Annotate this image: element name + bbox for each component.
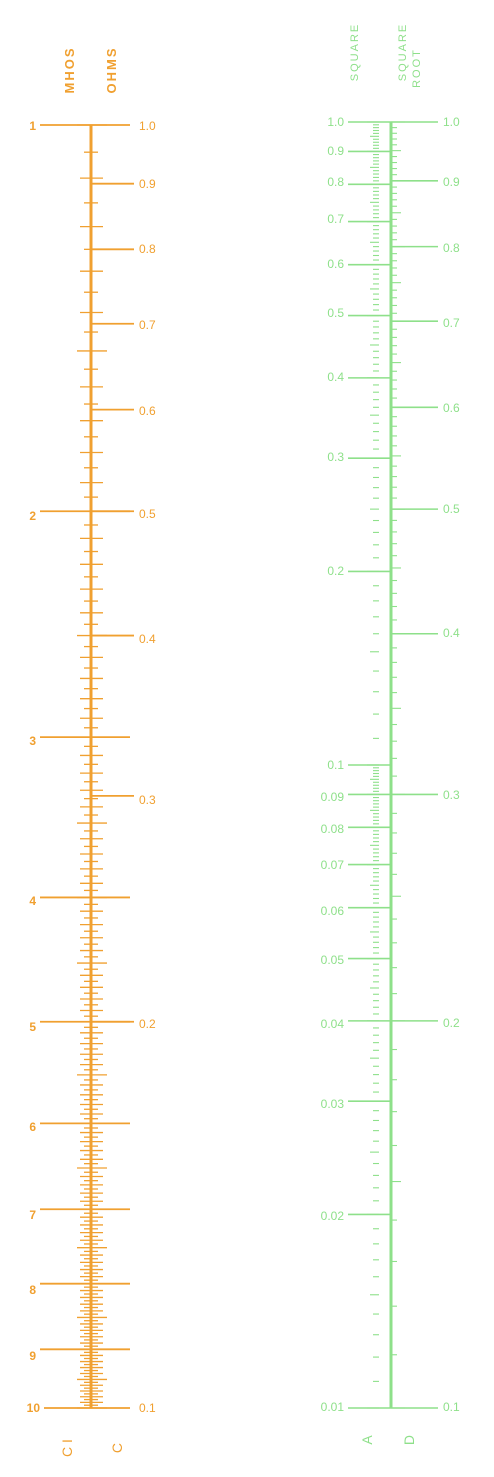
- a-label-0-1: 0.1: [327, 758, 344, 772]
- ci-label-1: 1: [29, 119, 36, 133]
- c-label-0-2: 0.2: [139, 1017, 156, 1031]
- c-label-0-6: 0.6: [139, 404, 156, 418]
- square-root-header-line1: SQUARE: [397, 23, 409, 81]
- d-label-0-5: 0.5: [443, 502, 460, 516]
- c-label-0-1: 0.1: [139, 1401, 156, 1415]
- a-label-0-09: 0.09: [321, 790, 345, 804]
- c-label-0-5: 0.5: [139, 507, 156, 521]
- ci-label-4: 4: [29, 894, 36, 908]
- c-label-1-0: 1.0: [139, 119, 156, 133]
- a-d-scale: SQUARE SQUARE ROOT 1.0 0.9 0.8 0.7 0.6 0…: [321, 23, 460, 1445]
- a-label-0-07: 0.07: [321, 858, 345, 872]
- a-label-0-9: 0.9: [327, 144, 344, 158]
- a-label-1-0: 1.0: [327, 115, 344, 129]
- a-label-0-5: 0.5: [327, 306, 344, 320]
- a-label-0-8: 0.8: [327, 175, 344, 189]
- c-label-0-4: 0.4: [139, 632, 156, 646]
- ci-label-10: 10: [27, 1401, 41, 1415]
- ohms-header: OHMS: [104, 47, 119, 94]
- ci-scale-label: C I: [59, 1439, 75, 1457]
- a-label-0-6: 0.6: [327, 257, 344, 271]
- ci-label-9: 9: [29, 1349, 36, 1363]
- a-label-0-7: 0.7: [327, 212, 344, 226]
- a-d-major-ticks: [348, 121, 438, 1409]
- d-label-0-3: 0.3: [443, 788, 460, 802]
- c-label-0-3: 0.3: [139, 793, 156, 807]
- d-label-0-2: 0.2: [443, 1016, 460, 1030]
- d-label-0-1: 0.1: [443, 1400, 460, 1414]
- square-header: SQUARE: [349, 23, 361, 81]
- a-label-0-2: 0.2: [327, 564, 344, 578]
- a-label-0-3: 0.3: [327, 450, 344, 464]
- c-label-0-7: 0.7: [139, 318, 156, 332]
- a-label-0-4: 0.4: [327, 370, 344, 384]
- ci-c-minor-ticks: [77, 124, 107, 1409]
- c-label-0-8: 0.8: [139, 242, 156, 256]
- d-label-0-9: 0.9: [443, 175, 460, 189]
- a-label-0-06: 0.06: [321, 904, 345, 918]
- a-scale-label: A: [359, 1435, 375, 1445]
- ci-c-scale: MHOS OHMS 1 2 3 4 5 6 7 8 9 10 1.0 0.9 0…: [27, 47, 156, 1457]
- d-label-1-0: 1.0: [443, 115, 460, 129]
- c-scale-label: C: [109, 1443, 125, 1453]
- a-label-0-08: 0.08: [321, 822, 345, 836]
- d-label-0-7: 0.7: [443, 316, 460, 330]
- a-label-0-02: 0.02: [321, 1209, 345, 1223]
- ci-c-major-ticks: [40, 124, 134, 1409]
- ci-label-3: 3: [29, 734, 36, 748]
- ci-label-2: 2: [29, 509, 36, 523]
- d-scale-label: D: [401, 1435, 417, 1445]
- ci-label-6: 6: [29, 1120, 36, 1134]
- square-root-header-line2: ROOT: [411, 48, 423, 88]
- mhos-header: MHOS: [62, 47, 77, 94]
- d-label-0-8: 0.8: [443, 241, 460, 255]
- ci-label-8: 8: [29, 1283, 36, 1297]
- ci-label-7: 7: [29, 1208, 36, 1222]
- a-label-0-01: 0.01: [321, 1400, 345, 1414]
- d-label-0-6: 0.6: [443, 401, 460, 415]
- c-label-0-9: 0.9: [139, 177, 156, 191]
- a-label-0-03: 0.03: [321, 1097, 345, 1111]
- ci-label-5: 5: [29, 1020, 36, 1034]
- a-label-0-04: 0.04: [321, 1017, 345, 1031]
- d-label-0-4: 0.4: [443, 626, 460, 640]
- a-label-0-05: 0.05: [321, 953, 345, 967]
